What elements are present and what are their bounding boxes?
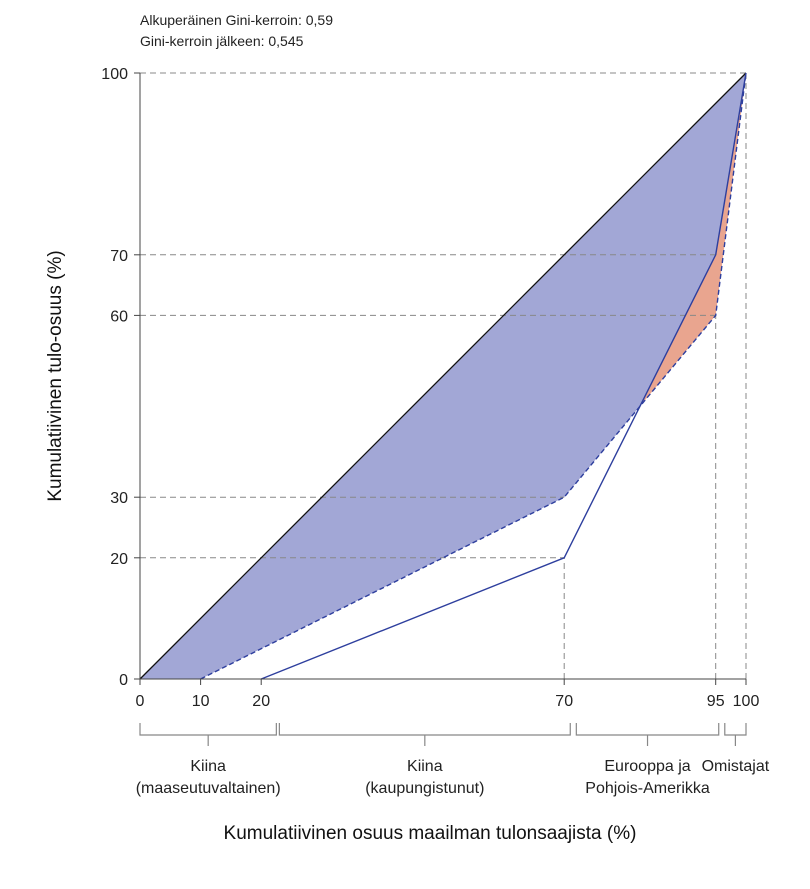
tick-labels: 0 10 20 70 95 100 0 20 30 60 70 100	[101, 66, 759, 710]
x-tick-label-0: 0	[136, 693, 145, 710]
axes	[139, 73, 746, 680]
group-bracket-2	[575, 723, 720, 746]
x-tick-label-10: 10	[192, 693, 210, 710]
group-label-2-line2: Pohjois-Amerikka	[585, 780, 710, 797]
y-tick-label-0: 0	[119, 672, 128, 689]
y-tick-label-70: 70	[110, 248, 128, 265]
x-tick-label-95: 95	[707, 693, 725, 710]
equality-line	[139, 72, 747, 680]
group-label-1-line2: (kaupungistunut)	[365, 780, 484, 797]
x-axis-title: Kumulatiivinen osuus maailman tulonsaaji…	[224, 823, 637, 844]
grid-lines	[140, 72, 747, 679]
x-tick-label-100: 100	[733, 693, 760, 710]
y-tick-label-20: 20	[110, 551, 128, 568]
group-bracket-0	[139, 723, 277, 746]
y-tick-label-100: 100	[101, 66, 128, 83]
annotation-gini-after: Gini-kerroin jälkeen: 0,545	[140, 33, 304, 49]
group-label-3-line1: Omistajat	[702, 758, 770, 775]
group-brackets: Kiina (maaseutuvaltainen) Kiina (kaupungist…	[136, 723, 770, 797]
group-label-1-line1: Kiina	[407, 758, 443, 775]
after-lorenz-curve	[200, 72, 747, 680]
group-label-0-line2: (maaseutuvaltainen)	[136, 780, 281, 797]
group-bracket-1	[278, 723, 571, 746]
y-tick-label-30: 30	[110, 490, 128, 507]
x-tick-label-20: 20	[252, 693, 270, 710]
series-lines	[139, 72, 747, 680]
orange-area	[639, 73, 746, 407]
group-label-2-line1: Eurooppa ja	[604, 758, 690, 775]
x-tick-label-70: 70	[555, 693, 573, 710]
y-axis-title: Kumulatiivinen tulo-osuus (%)	[45, 250, 66, 501]
y-tick-label-60: 60	[110, 308, 128, 325]
group-label-0-line1: Kiina	[190, 758, 226, 775]
annotation-original-gini: Alkuperäinen Gini-kerroin: 0,59	[140, 12, 333, 28]
group-bracket-3	[724, 723, 747, 746]
